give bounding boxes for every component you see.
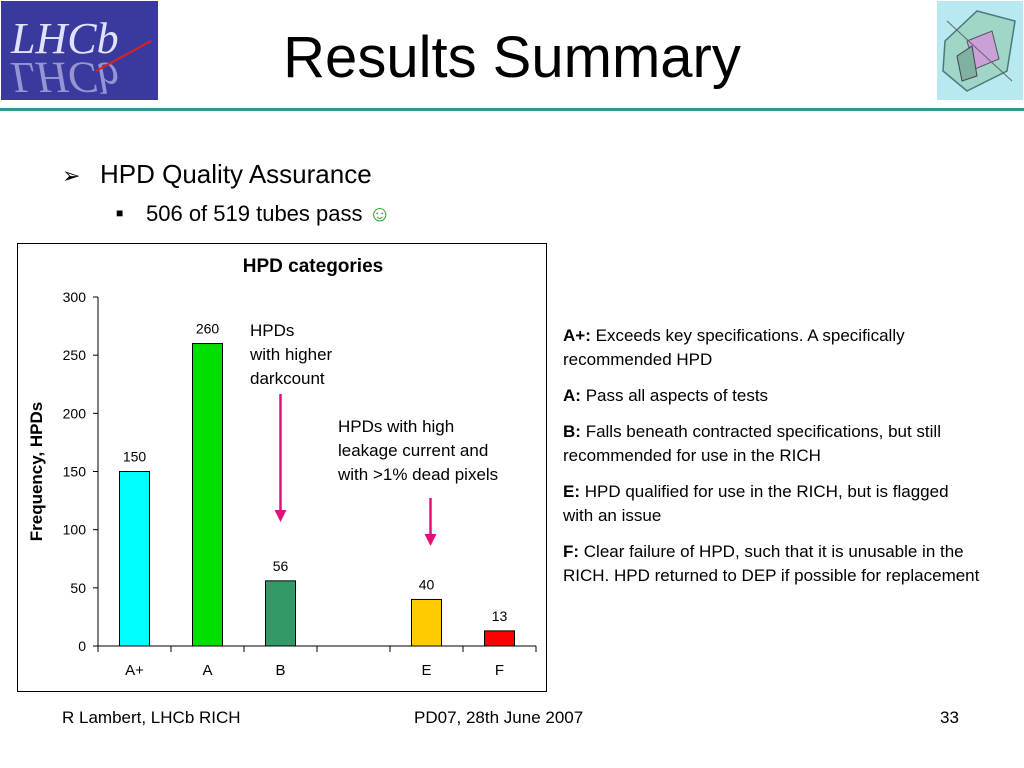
y-tick-label: 50 bbox=[70, 580, 86, 596]
annotation-darkcount-line: darkcount bbox=[250, 369, 325, 388]
bar-A+ bbox=[119, 471, 150, 647]
y-tick-label: 150 bbox=[63, 464, 87, 480]
legend-desc: Pass all aspects of tests bbox=[585, 386, 769, 405]
svg-text:LHCb: LHCb bbox=[10, 53, 119, 100]
legend-desc: HPD qualified for use in the RICH, but i… bbox=[563, 482, 949, 525]
legend-entry: A: Pass all aspects of tests bbox=[563, 384, 983, 408]
legend-key: A+: bbox=[563, 326, 591, 345]
detector-diagram-icon bbox=[937, 1, 1023, 100]
legend-entry: E: HPD qualified for use in the RICH, bu… bbox=[563, 480, 983, 528]
legend-desc: Clear failure of HPD, such that it is un… bbox=[563, 542, 980, 585]
data-label: 260 bbox=[196, 321, 220, 337]
legend-entry: B: Falls beneath contracted specificatio… bbox=[563, 420, 983, 468]
annotation-darkcount-line: HPDs bbox=[250, 321, 294, 340]
bar-B bbox=[265, 580, 296, 647]
data-label: 13 bbox=[492, 608, 508, 624]
legend-key: B: bbox=[563, 422, 581, 441]
arrow-darkcount-head bbox=[274, 510, 287, 522]
data-label: 150 bbox=[123, 449, 147, 465]
x-tick-label: F bbox=[495, 662, 504, 679]
square-bullet-icon: ■ bbox=[116, 206, 124, 220]
y-tick-label: 300 bbox=[63, 289, 87, 305]
bullet-level2: ■ 506 of 519 tubes pass ☺ bbox=[116, 198, 391, 229]
x-tick-label: A+ bbox=[125, 662, 144, 679]
data-label: 40 bbox=[419, 576, 435, 592]
x-tick-label: A bbox=[202, 662, 212, 679]
legend-entry: F: Clear failure of HPD, such that it is… bbox=[563, 540, 983, 588]
y-tick-label: 200 bbox=[63, 405, 87, 421]
footer-author: R Lambert, LHCb RICH bbox=[62, 708, 241, 727]
legend-desc: Falls beneath contracted specifications,… bbox=[563, 422, 941, 465]
annotation-leakage-line: with >1% dead pixels bbox=[337, 465, 498, 484]
chart-title: HPD categories bbox=[243, 256, 383, 277]
category-legend: A+: Exceeds key specifications. A specif… bbox=[563, 324, 983, 600]
annotation-leakage-line: leakage current and bbox=[338, 441, 488, 460]
lhcb-logo-text: LHCb bbox=[10, 14, 119, 63]
x-tick-label: E bbox=[421, 662, 431, 679]
legend-desc: Exceeds key specifications. A specifical… bbox=[563, 326, 905, 369]
legend-key: A: bbox=[563, 386, 581, 405]
annotation-darkcount-line: with higher bbox=[249, 345, 333, 364]
title-divider bbox=[0, 108, 1024, 111]
smiley-icon: ☺ bbox=[368, 201, 391, 226]
bullet-level1-text: HPD Quality Assurance bbox=[100, 159, 372, 189]
arrow-bullet-icon: ➢ bbox=[62, 163, 81, 188]
bar-A bbox=[192, 343, 223, 647]
lhcb-logo: LHCb LHCb bbox=[1, 1, 158, 100]
legend-entry: A+: Exceeds key specifications. A specif… bbox=[563, 324, 983, 372]
arrow-leakage-head bbox=[424, 534, 437, 546]
y-axis-label: Frequency, HPDs bbox=[27, 402, 46, 542]
y-tick-label: 250 bbox=[63, 347, 87, 363]
bar-F bbox=[484, 630, 515, 647]
footer-event: PD07, 28th June 2007 bbox=[414, 708, 584, 727]
slide-title: Results Summary bbox=[283, 25, 741, 90]
legend-key: E: bbox=[563, 482, 580, 501]
chart-frame: HPD categories Frequency, HPDs 0 50 100 150 20… bbox=[17, 243, 547, 692]
data-label: 56 bbox=[273, 558, 289, 574]
hpd-categories-chart: HPD categories Frequency, HPDs 0 50 100 150 20… bbox=[27, 256, 537, 679]
annotation-leakage-line: HPDs with high bbox=[338, 417, 454, 436]
bullet-level1: ➢ HPD Quality Assurance bbox=[62, 158, 372, 192]
bar-E bbox=[411, 598, 442, 647]
bullet-level2-text: 506 of 519 tubes pass bbox=[146, 201, 363, 226]
y-tick-label: 100 bbox=[63, 522, 87, 538]
legend-key: F: bbox=[563, 542, 580, 561]
x-tick-label: B bbox=[275, 662, 285, 679]
y-tick-label: 0 bbox=[78, 638, 86, 654]
footer-page-number: 33 bbox=[940, 708, 959, 727]
